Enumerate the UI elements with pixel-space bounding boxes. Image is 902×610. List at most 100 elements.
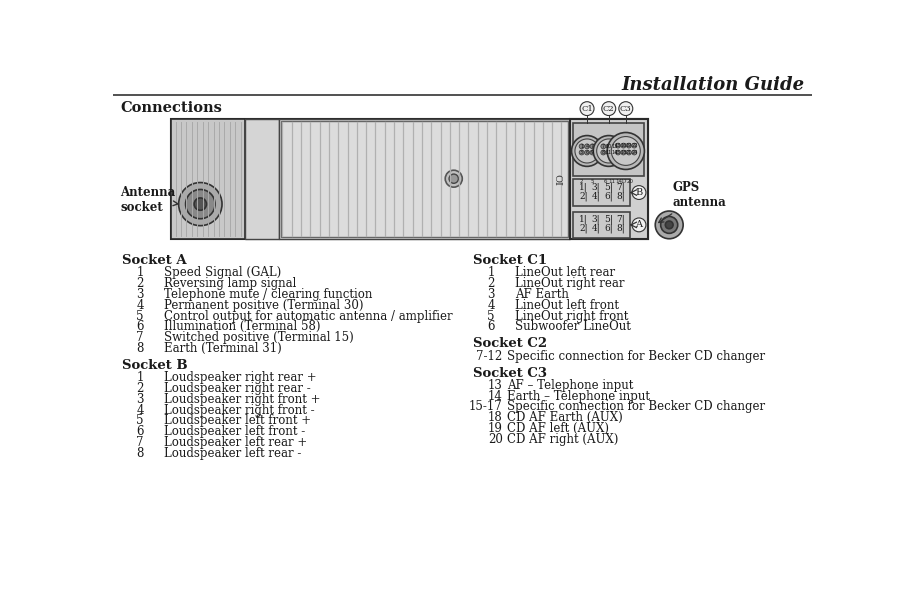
Text: LineOut right rear: LineOut right rear bbox=[515, 278, 624, 290]
Circle shape bbox=[590, 144, 595, 149]
Text: Loudspeaker right rear -: Loudspeaker right rear - bbox=[164, 382, 310, 395]
Text: Control output for automatic antenna / amplifier: Control output for automatic antenna / a… bbox=[164, 310, 453, 323]
Text: 1: 1 bbox=[136, 371, 143, 384]
Text: 3: 3 bbox=[136, 288, 143, 301]
Text: 8|: 8| bbox=[616, 224, 625, 234]
Text: Socket C2: Socket C2 bbox=[474, 337, 548, 350]
Text: 18: 18 bbox=[621, 150, 627, 155]
Circle shape bbox=[580, 102, 594, 115]
Text: 4: 4 bbox=[136, 299, 143, 312]
Text: 6: 6 bbox=[487, 320, 495, 334]
Text: Loudspeaker left rear +: Loudspeaker left rear + bbox=[164, 436, 308, 449]
FancyBboxPatch shape bbox=[280, 120, 570, 239]
Circle shape bbox=[632, 185, 646, 199]
Circle shape bbox=[626, 143, 631, 148]
Circle shape bbox=[186, 190, 215, 219]
Text: 7|: 7| bbox=[616, 182, 625, 192]
Text: 5|: 5| bbox=[604, 215, 613, 224]
FancyBboxPatch shape bbox=[244, 120, 280, 239]
Text: 10: 10 bbox=[605, 144, 612, 149]
Text: 14: 14 bbox=[611, 150, 617, 155]
Circle shape bbox=[606, 144, 612, 149]
Text: Connections: Connections bbox=[121, 101, 223, 115]
Text: Subwoofer LineOut: Subwoofer LineOut bbox=[515, 320, 630, 334]
Text: 20: 20 bbox=[488, 432, 502, 446]
Text: 1|: 1| bbox=[579, 215, 588, 224]
Text: 5: 5 bbox=[136, 310, 143, 323]
Text: 15-17: 15-17 bbox=[469, 400, 502, 414]
Text: LineOut left front: LineOut left front bbox=[515, 299, 619, 312]
Text: Earth (Terminal 31): Earth (Terminal 31) bbox=[164, 342, 281, 355]
Text: Loudspeaker right rear +: Loudspeaker right rear + bbox=[164, 371, 317, 384]
Text: 6: 6 bbox=[136, 320, 143, 334]
Text: Socket B: Socket B bbox=[122, 359, 188, 372]
Text: 8: 8 bbox=[136, 342, 143, 355]
Text: 2: 2 bbox=[487, 278, 495, 290]
Text: LineOut left rear: LineOut left rear bbox=[515, 267, 615, 279]
Text: CD AF Earth (AUX): CD AF Earth (AUX) bbox=[507, 411, 623, 424]
Circle shape bbox=[660, 217, 677, 234]
Text: Switched positive (Terminal 15): Switched positive (Terminal 15) bbox=[164, 331, 354, 344]
Text: 3: 3 bbox=[136, 393, 143, 406]
Text: AF Earth: AF Earth bbox=[515, 288, 569, 301]
Text: 6|: 6| bbox=[604, 192, 612, 201]
Text: 2: 2 bbox=[136, 382, 143, 395]
Text: 11: 11 bbox=[608, 179, 615, 184]
Text: CD AF left (AUX): CD AF left (AUX) bbox=[507, 422, 609, 435]
Text: 24: 24 bbox=[631, 150, 638, 155]
Circle shape bbox=[621, 150, 626, 155]
Text: 8: 8 bbox=[136, 447, 143, 460]
Text: Telephone mute / clearing function: Telephone mute / clearing function bbox=[164, 288, 373, 301]
Circle shape bbox=[621, 143, 626, 148]
Text: 14: 14 bbox=[615, 179, 622, 184]
Text: 19: 19 bbox=[626, 143, 632, 148]
Text: 3: 3 bbox=[487, 288, 495, 301]
Text: 6: 6 bbox=[136, 425, 143, 438]
Text: 2|: 2| bbox=[579, 192, 588, 201]
Text: 18: 18 bbox=[488, 411, 502, 424]
Circle shape bbox=[584, 150, 590, 155]
Text: 4|: 4| bbox=[592, 192, 601, 201]
Text: Installation Guide: Installation Guide bbox=[621, 76, 805, 94]
Circle shape bbox=[612, 144, 617, 149]
Text: CD AF right (AUX): CD AF right (AUX) bbox=[507, 432, 619, 446]
Circle shape bbox=[579, 150, 584, 155]
Text: 3: 3 bbox=[580, 150, 584, 155]
Text: Socket A: Socket A bbox=[122, 254, 187, 267]
FancyBboxPatch shape bbox=[573, 179, 630, 206]
Text: 5: 5 bbox=[487, 310, 495, 323]
Circle shape bbox=[655, 211, 683, 239]
Text: 2: 2 bbox=[580, 179, 584, 184]
Text: Loudspeaker left rear -: Loudspeaker left rear - bbox=[164, 447, 301, 460]
Text: 17: 17 bbox=[621, 179, 628, 184]
Text: 3|: 3| bbox=[592, 215, 601, 224]
Circle shape bbox=[626, 150, 631, 155]
Text: 19: 19 bbox=[488, 422, 502, 435]
Text: 16: 16 bbox=[621, 143, 627, 148]
Text: 7|: 7| bbox=[616, 215, 625, 224]
Text: Socket C3: Socket C3 bbox=[474, 367, 548, 379]
Circle shape bbox=[602, 102, 616, 115]
Circle shape bbox=[575, 139, 599, 163]
Text: LineOut right front: LineOut right front bbox=[515, 310, 629, 323]
Circle shape bbox=[615, 150, 621, 155]
Circle shape bbox=[596, 139, 621, 163]
Circle shape bbox=[572, 135, 603, 167]
Text: 21: 21 bbox=[626, 150, 632, 155]
Circle shape bbox=[666, 221, 673, 229]
Text: 5|: 5| bbox=[604, 182, 613, 192]
Text: 1: 1 bbox=[580, 144, 584, 149]
Text: 14: 14 bbox=[488, 390, 502, 403]
Circle shape bbox=[194, 198, 207, 210]
Text: Permanent positive (Terminal 30): Permanent positive (Terminal 30) bbox=[164, 299, 364, 312]
FancyBboxPatch shape bbox=[570, 120, 648, 239]
Circle shape bbox=[607, 132, 644, 170]
Text: Loudspeaker right front -: Loudspeaker right front - bbox=[164, 404, 315, 417]
Text: 4: 4 bbox=[487, 299, 495, 312]
Text: 1: 1 bbox=[136, 267, 143, 279]
Text: Antenna
socket: Antenna socket bbox=[121, 186, 179, 214]
Circle shape bbox=[579, 144, 584, 149]
Circle shape bbox=[446, 170, 462, 187]
Text: C1: C1 bbox=[581, 105, 593, 113]
Text: B: B bbox=[635, 188, 642, 197]
